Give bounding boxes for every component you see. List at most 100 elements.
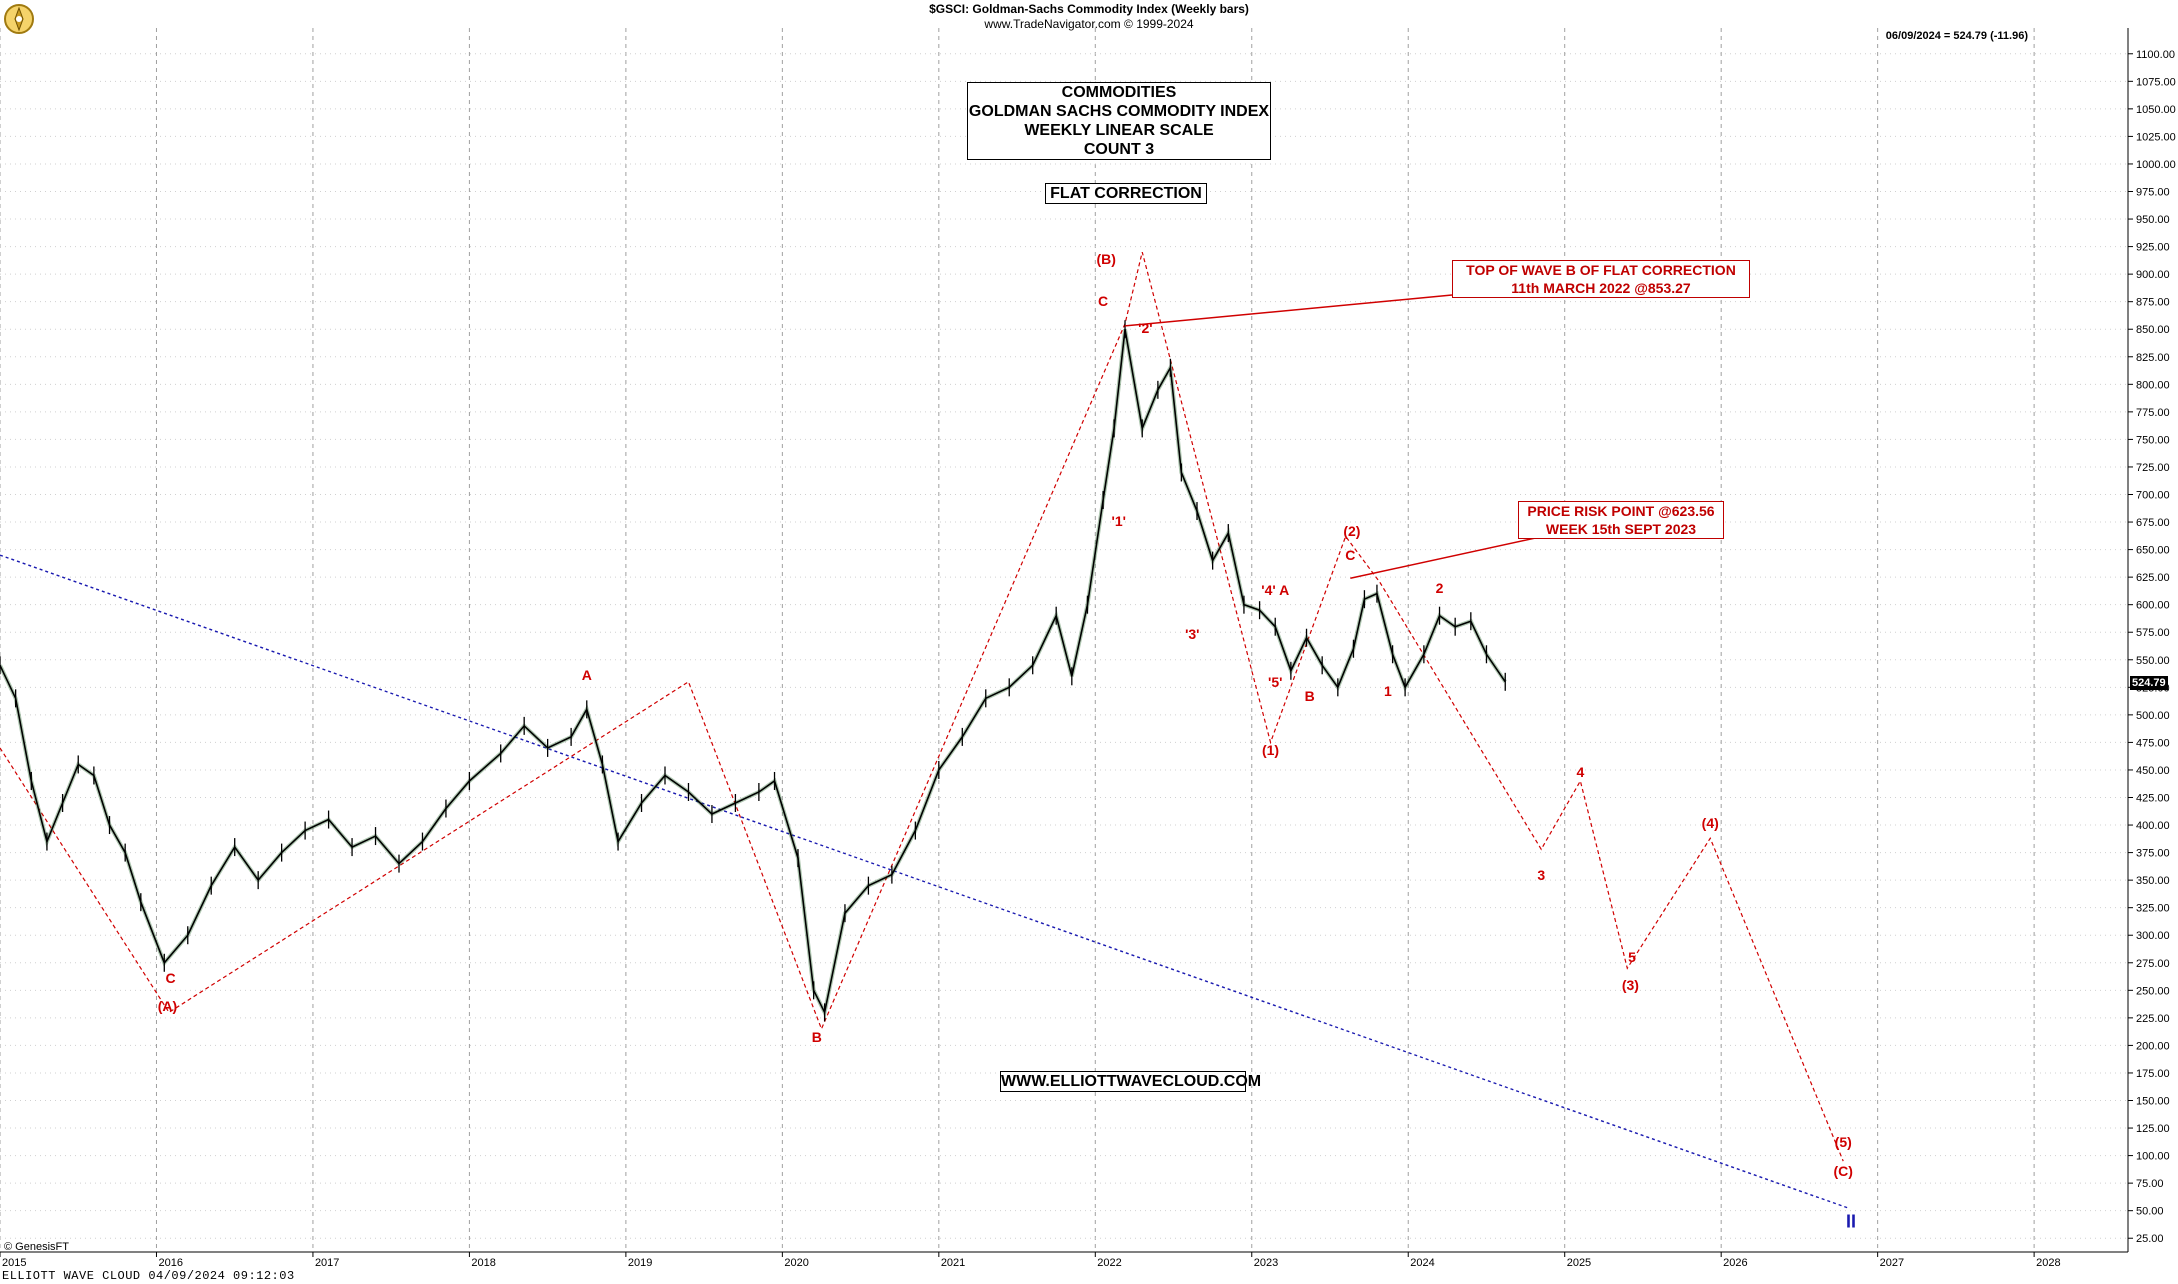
x-tick-label: 2017: [315, 1257, 339, 1269]
wave-label: C: [1098, 292, 1109, 309]
x-tick-label: 2015: [2, 1257, 26, 1269]
y-tick-label: 275.00: [2136, 958, 2170, 970]
wave-label: '1': [1111, 512, 1126, 529]
wave-label: (2): [1343, 522, 1361, 539]
y-tick-label: 900.00: [2136, 269, 2170, 281]
wave-label: '5': [1268, 673, 1283, 690]
x-tick-label: 2027: [1880, 1257, 1904, 1269]
y-tick-label: 875.00: [2136, 297, 2170, 309]
y-tick-label: 75.00: [2136, 1178, 2164, 1190]
y-tick-label: 500.00: [2136, 710, 2170, 722]
note-line: 11th MARCH 2022 @853.27: [1511, 280, 1691, 296]
footer-stamp: ELLIOTT WAVE CLOUD 04/09/2024 09:12:03: [2, 1269, 295, 1283]
y-tick-label: 400.00: [2136, 820, 2170, 832]
y-tick-label: 25.00: [2136, 1233, 2164, 1245]
y-tick-label: 375.00: [2136, 848, 2170, 860]
wave-label: C: [165, 970, 176, 987]
wave-label: '4' A: [1261, 582, 1290, 599]
wave-label: 4: [1576, 764, 1585, 781]
tradenavigator-logo-icon: [2, 2, 36, 36]
x-tick-label: 2021: [941, 1257, 965, 1269]
note-b-arrow: [1124, 294, 1453, 327]
genesis-credit: © GenesisFT: [4, 1241, 69, 1253]
title-line: COMMODITIES: [1061, 84, 1177, 101]
y-tick-label: 175.00: [2136, 1068, 2170, 1080]
price-series: [0, 294, 1541, 1022]
long-term-trendline: [0, 554, 1850, 1210]
y-tick-label: 775.00: [2136, 407, 2170, 419]
y-tick-label: 925.00: [2136, 242, 2170, 254]
price-line-shadow: [0, 328, 1507, 1019]
y-tick-label: 675.00: [2136, 517, 2170, 529]
y-tick-label: 250.00: [2136, 985, 2170, 997]
title-box: COMMODITIES GOLDMAN SACHS COMMODITY INDE…: [967, 82, 1271, 160]
y-tick-label: 225.00: [2136, 1013, 2170, 1025]
wave-label: B: [811, 1028, 822, 1045]
x-tick-label: 2028: [2036, 1257, 2060, 1269]
wave-label: (3): [1621, 976, 1639, 993]
y-tick-label: 750.00: [2136, 434, 2170, 446]
y-tick-label: 600.00: [2136, 600, 2170, 612]
y-tick-label: 50.00: [2136, 1206, 2164, 1218]
chart-title: $GSCI: Goldman-Sachs Commodity Index (We…: [929, 2, 1249, 16]
wave-label: (4): [1701, 814, 1719, 831]
wave-label: 5: [1628, 949, 1636, 966]
title-line: GOLDMAN SACHS COMMODITY INDEX: [968, 103, 1270, 120]
wave-label: 3: [1537, 866, 1546, 883]
chart-grid: [0, 28, 2129, 1253]
last-price-tag: 524.79: [2130, 676, 2168, 690]
y-tick-label: 150.00: [2136, 1096, 2170, 1108]
y-tick-label: 575.00: [2136, 627, 2170, 639]
wave-label: '2': [1138, 320, 1153, 337]
x-tick-label: 2025: [1567, 1257, 1591, 1269]
y-tick-label: 700.00: [2136, 490, 2170, 502]
wave-label: 2: [1435, 580, 1444, 597]
y-tick-label: 950.00: [2136, 214, 2170, 226]
y-tick-label: 650.00: [2136, 545, 2170, 557]
x-tick-label: 2018: [471, 1257, 495, 1269]
y-tick-label: 1050.00: [2136, 104, 2176, 116]
wave-label: II: [1846, 1211, 1857, 1232]
y-tick-label: 825.00: [2136, 352, 2170, 364]
title-line: WEEKLY LINEAR SCALE: [1024, 122, 1214, 139]
wave-count-path: [0, 251, 1844, 1162]
wave-projection: [0, 251, 1844, 1162]
wave-label: A: [581, 667, 592, 684]
wave-label: (5): [1834, 1134, 1852, 1151]
y-tick-label: 450.00: [2136, 765, 2170, 777]
wave-label: (1): [1261, 742, 1280, 759]
y-axis: 25.00 50.00 75.00 100.00 125.00 150.00 175.00 2…: [2128, 49, 2176, 1245]
x-tick-label: 2020: [784, 1257, 808, 1269]
y-tick-label: 1100.00: [2136, 49, 2175, 61]
risk-note-arrow: [1350, 536, 1541, 579]
wave-label: (A): [157, 997, 178, 1014]
x-tick-label: 2024: [1410, 1257, 1434, 1269]
y-tick-label: 975.00: [2136, 187, 2170, 199]
x-tick-label: 2026: [1723, 1257, 1747, 1269]
price-line: [0, 329, 1506, 1015]
y-tick-label: 125.00: [2136, 1123, 2170, 1135]
y-tick-label: 725.00: [2136, 462, 2170, 474]
price-risk-note: PRICE RISK POINT @623.56 WEEK 15th SEPT …: [1518, 501, 1724, 539]
y-tick-label: 1025.00: [2136, 131, 2176, 143]
last-price-readout: 06/09/2024 = 524.79 (-11.96): [1885, 30, 2028, 42]
wave-label: (C): [1833, 1163, 1853, 1180]
y-tick-label: 475.00: [2136, 737, 2170, 749]
y-tick-label: 350.00: [2136, 875, 2170, 887]
x-tick-label: 2016: [158, 1257, 182, 1269]
y-tick-label: 850.00: [2136, 324, 2170, 336]
website-box: WWW.ELLIOTTWAVECLOUD.COM: [1000, 1071, 1262, 1092]
y-tick-label: 200.00: [2136, 1040, 2170, 1052]
x-axis: 2015 2016 2017 2018 2019 2020 2021 2022 2023 2024…: [0, 1252, 2061, 1269]
x-tick-label: 2023: [1254, 1257, 1278, 1269]
note-line: TOP OF WAVE B OF FLAT CORRECTION: [1466, 262, 1736, 278]
y-tick-label: 1000.00: [2136, 159, 2176, 171]
flat-correction-box: FLAT CORRECTION: [1045, 183, 1207, 204]
y-tick-label: 800.00: [2136, 379, 2170, 391]
title-line: COUNT 3: [1083, 141, 1155, 158]
wave-b-top-note: TOP OF WAVE B OF FLAT CORRECTION 11th MA…: [1452, 260, 1750, 298]
x-tick-label: 2019: [628, 1257, 652, 1269]
y-tick-label: 625.00: [2136, 572, 2170, 584]
y-tick-label: 100.00: [2136, 1151, 2170, 1163]
note-line: PRICE RISK POINT @623.56: [1527, 503, 1715, 519]
